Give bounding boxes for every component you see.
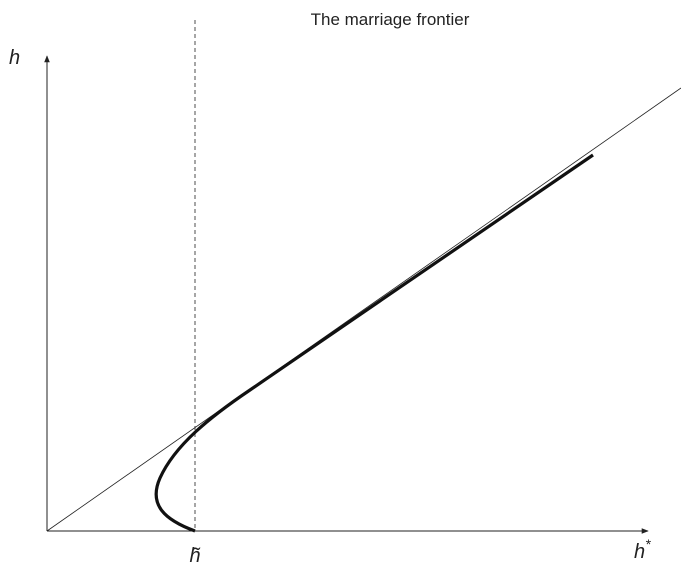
threshold-label: h̃ [189, 545, 200, 567]
y-axis-label: h [9, 47, 20, 69]
frontier-curve [154, 153, 594, 533]
x-axis-label-superscript: * [645, 536, 651, 552]
x-axis-label-base: h [634, 541, 645, 563]
x-axis-label: h* [634, 536, 651, 563]
diagonal [46, 87, 681, 532]
title: The marriage frontier [311, 10, 470, 29]
